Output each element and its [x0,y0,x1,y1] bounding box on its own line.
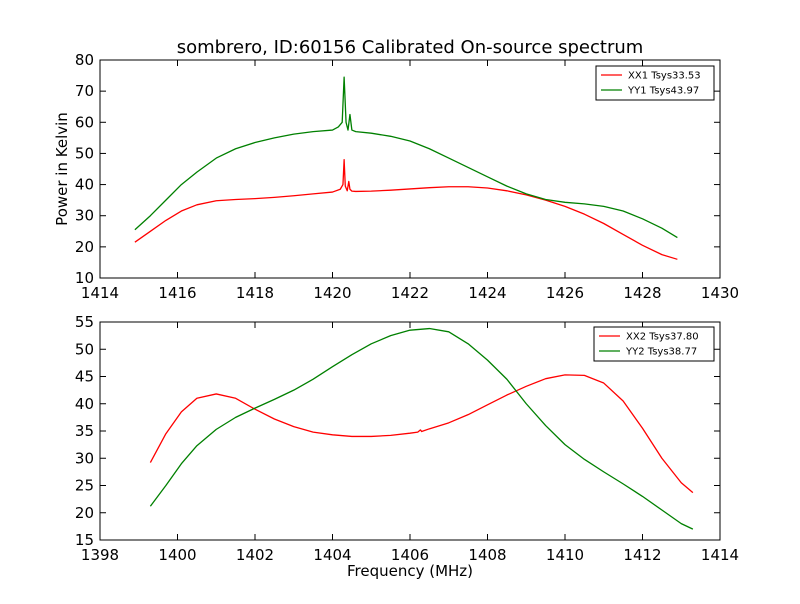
y-tick-label: 50 [75,340,94,358]
series-line-1-1 [134,159,678,260]
y-tick-label: 20 [75,238,94,256]
x-tick-label: 1418 [236,284,274,302]
series-line-2-2 [149,327,694,530]
x-tick-label: 1400 [158,546,196,564]
plot-panel-1: 1414 1416 1418 1420 1422 1424 1426 1428 1430 10 20… [53,51,739,302]
y-tick-label: 15 [75,531,94,549]
legend-box [595,65,715,101]
y-tick-label: 60 [75,113,94,131]
x-tick-label: 1398 [81,546,119,564]
legend: XX1 Tsys33.53 YY1 Tsys43.97 [595,65,715,101]
figure-title: sombrero, ID:60156 Calibrated On-source … [177,37,644,58]
x-tick-label: 1420 [313,284,351,302]
legend-box [593,326,715,362]
series-line-1-2 [134,76,678,239]
series-line-2-1 [149,374,694,494]
x-tick-label: 1424 [468,284,506,302]
x-tick-label: 1426 [546,284,584,302]
x-tick-label: 1428 [623,284,661,302]
x-tick-label: 1402 [236,546,274,564]
y-tick-label: 20 [75,504,94,522]
x-tick-label: 1410 [546,546,584,564]
legend-entry-label: YY1 Tsys43.97 [627,86,699,97]
x-tick-label: 1414 [701,546,739,564]
x-tick-label: 1416 [158,284,196,302]
y-tick-label: 10 [75,269,94,287]
y-tick-label: 55 [75,313,94,331]
x-tick-label: 1404 [313,546,351,564]
y-tick-label: 30 [75,207,94,225]
x-tick-label: 1422 [391,284,429,302]
y-tick-label: 35 [75,422,94,440]
y-tick-label: 70 [75,82,94,100]
x-tick-label: 1414 [81,284,119,302]
y-tick-label: 45 [75,368,94,386]
x-tick-label: 1430 [701,284,739,302]
x-axis-label: Frequency (MHz) [347,562,473,580]
legend: XX2 Tsys37.80 YY2 Tsys38.77 [593,326,715,362]
y-tick-label: 30 [75,449,94,467]
y-tick-label: 25 [75,477,94,495]
x-tick-label: 1406 [391,546,429,564]
y-axis-label: Power in Kelvin [53,112,71,226]
legend-entry-label: XX1 Tsys33.53 [628,71,701,82]
y-tick-label: 40 [75,395,94,413]
y-tick-label: 50 [75,144,94,162]
y-tick-label: 40 [75,176,94,194]
x-tick-label: 1412 [623,546,661,564]
legend-entry-label: XX2 Tsys37.80 [626,332,699,343]
y-tick-label: 80 [75,51,94,69]
x-tick-label: 1408 [468,546,506,564]
legend-entry-label: YY2 Tsys38.77 [625,347,697,358]
plot-panel-2: 1398 1400 1402 1404 1406 1408 1410 1412 1414 15 20… [75,313,739,580]
